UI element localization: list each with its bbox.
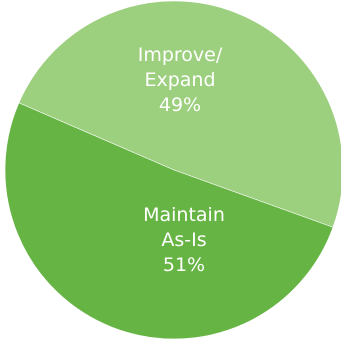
slice-label-0-line-1: Expand bbox=[144, 69, 215, 91]
slice-label-0-line-0: Improve/ bbox=[138, 44, 223, 66]
pie-slice-1 bbox=[4, 102, 334, 340]
slice-label-1-line-1: As-Is bbox=[161, 229, 206, 251]
slice-value-label-0: 49% bbox=[159, 94, 201, 116]
pie-slices bbox=[4, 0, 341, 340]
pie-slice-0 bbox=[18, 0, 341, 228]
slice-value-label-1: 51% bbox=[163, 254, 205, 276]
slice-label-1-line-0: Maintain bbox=[143, 204, 225, 226]
pie-labels: Improve/Expand 49% Maintain As-Is 51% bbox=[138, 44, 225, 276]
